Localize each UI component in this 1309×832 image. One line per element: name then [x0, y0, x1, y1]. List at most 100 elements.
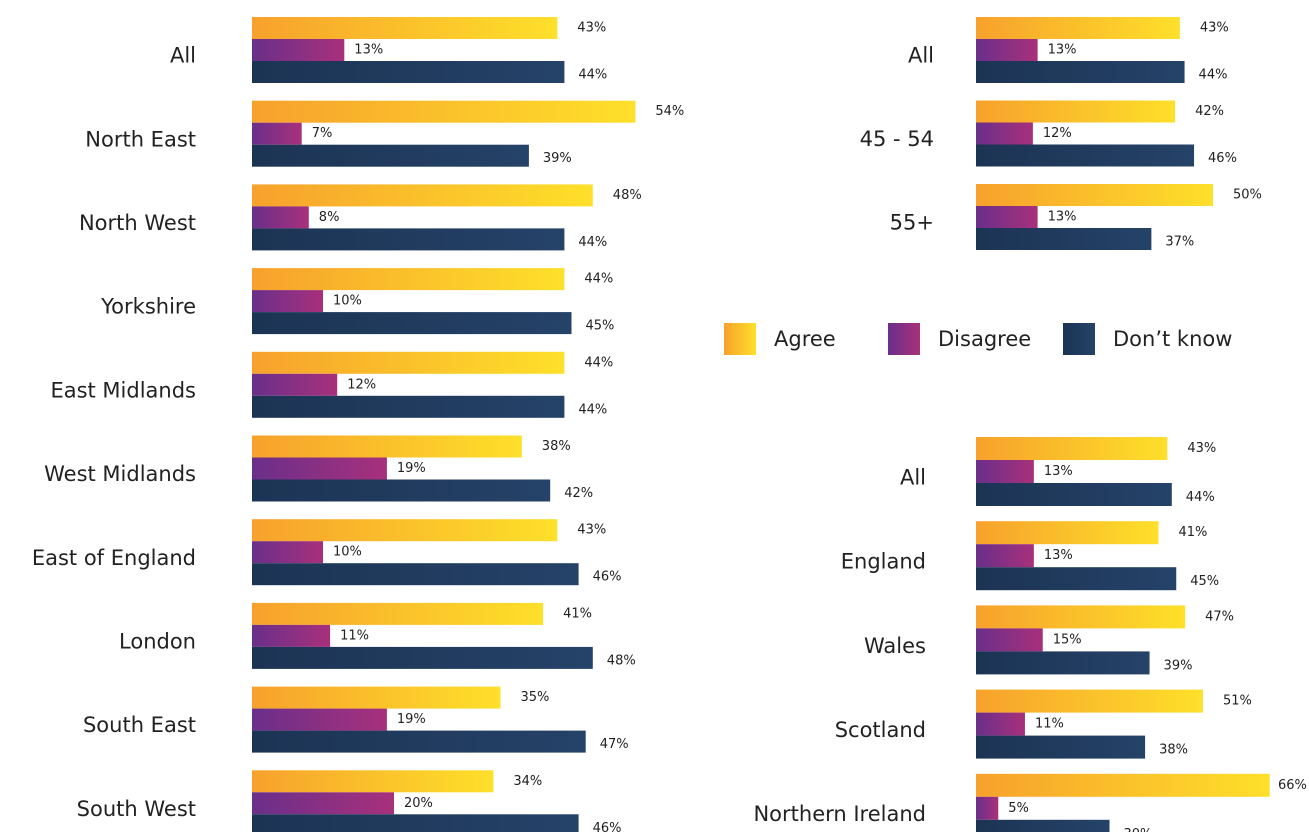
category-label: West Midlands [44, 462, 196, 486]
bar [252, 479, 551, 502]
bar [976, 228, 1152, 250]
value-label: 66% [1278, 778, 1307, 793]
category-label: South West [77, 797, 196, 821]
value-label: 35% [521, 690, 550, 705]
bar [252, 184, 593, 207]
bar [252, 770, 494, 793]
value-label: 38% [1159, 743, 1188, 758]
bar [976, 712, 1025, 736]
bar [252, 17, 558, 39]
category-label: All [908, 44, 934, 68]
value-label: 50% [1233, 188, 1262, 203]
bar [252, 100, 636, 123]
bar [976, 460, 1034, 483]
value-label: 48% [607, 653, 636, 668]
value-label: 13% [1044, 464, 1073, 479]
bar [252, 61, 565, 83]
value-label: 39% [1164, 658, 1193, 673]
value-label: 54% [655, 104, 684, 119]
bar [252, 519, 558, 542]
bar [252, 144, 529, 167]
value-label: 20% [404, 796, 433, 811]
bar [976, 567, 1177, 591]
value-label: 10% [333, 545, 362, 560]
category-label: East of England [32, 546, 196, 570]
bar [976, 61, 1185, 83]
value-label: 12% [1043, 126, 1072, 141]
value-label: 42% [1195, 104, 1224, 119]
bar [976, 184, 1213, 206]
bar [252, 312, 572, 335]
bar [252, 646, 593, 669]
value-label: 13% [1048, 43, 1077, 58]
category-label: All [900, 465, 926, 489]
value-label: 15% [1053, 632, 1082, 647]
value-label: 44% [584, 272, 613, 287]
bar [252, 563, 579, 586]
bar [252, 457, 387, 480]
bar [976, 17, 1180, 39]
category-label: Scotland [835, 718, 926, 742]
value-label: 38% [542, 439, 571, 454]
bar [976, 437, 1168, 460]
value-label: 10% [333, 294, 362, 309]
category-label: Wales [864, 634, 926, 658]
bar [252, 624, 331, 647]
value-label: 43% [577, 523, 606, 538]
value-label: 44% [1199, 68, 1228, 83]
bar [976, 651, 1150, 675]
category-label: All [170, 44, 196, 68]
bar [252, 792, 394, 815]
bar [976, 122, 1033, 145]
bar [252, 268, 565, 291]
bar [252, 686, 501, 709]
bar [252, 122, 302, 145]
value-label: 44% [578, 68, 607, 83]
legend-label: Agree [774, 327, 836, 351]
value-label: 12% [347, 377, 376, 392]
legend-label: Don’t know [1113, 327, 1232, 351]
bar [252, 351, 565, 374]
value-label: 37% [1165, 235, 1194, 250]
legend-swatch [724, 323, 756, 355]
bar [252, 373, 338, 396]
bar [252, 435, 522, 458]
value-label: 44% [584, 355, 613, 370]
value-label: 11% [1035, 717, 1064, 732]
value-label: 46% [1208, 151, 1237, 166]
category-label: 55+ [890, 211, 934, 235]
bar [976, 819, 1110, 832]
value-label: 45% [1190, 574, 1219, 589]
bar [252, 730, 586, 753]
value-label: 51% [1223, 694, 1252, 709]
bar [976, 544, 1034, 568]
legend-swatch [1063, 323, 1095, 355]
category-label: East Midlands [50, 378, 196, 402]
bar [976, 39, 1038, 61]
value-label: 47% [1205, 609, 1234, 624]
value-label: 41% [563, 606, 592, 621]
value-label: 44% [578, 235, 607, 250]
bar [976, 628, 1043, 652]
value-label: 13% [354, 43, 383, 58]
bar [252, 395, 565, 418]
category-label: Northern Ireland [753, 802, 926, 826]
value-label: 44% [1186, 490, 1215, 505]
legend-swatch [888, 323, 920, 355]
value-label: 46% [593, 570, 622, 585]
value-label: 5% [1008, 801, 1029, 816]
bar [976, 735, 1146, 759]
bar [976, 689, 1203, 713]
bar [252, 39, 345, 61]
bar [252, 541, 323, 564]
category-label: North East [85, 127, 196, 151]
category-label: South East [83, 713, 196, 737]
bar [976, 206, 1038, 228]
value-label: 13% [1044, 548, 1073, 563]
value-label: 7% [312, 126, 333, 141]
value-label: 43% [1200, 21, 1229, 36]
category-label: Yorkshire [100, 295, 196, 319]
value-label: 19% [397, 461, 426, 476]
value-label: 8% [319, 210, 340, 225]
